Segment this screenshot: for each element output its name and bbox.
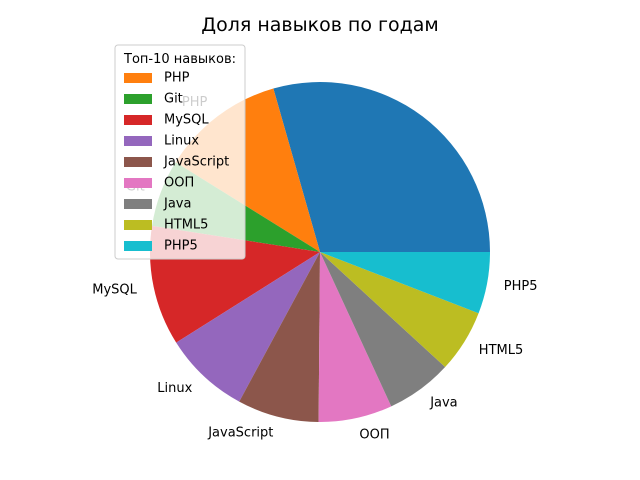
legend-swatch	[124, 220, 152, 230]
pie-slice	[318, 252, 392, 422]
slice-label: MySQL	[92, 282, 137, 297]
slice-label: PHP5	[504, 279, 538, 294]
chart-title: Доля навыков по годам	[201, 14, 439, 36]
legend-swatch	[124, 73, 152, 83]
legend-items: PHP Git MySQL Linux JavaScript ООП Java HTML5 PH…	[124, 71, 229, 254]
pie-slice	[320, 252, 490, 314]
pie-slice	[273, 82, 490, 252]
legend-label: ООП	[164, 176, 194, 191]
slice-label: Java	[429, 396, 457, 411]
legend: Топ-10 навыков: PHP Git MySQL Linux JavaScri…	[114, 44, 246, 260]
legend-swatch	[124, 178, 152, 188]
legend-label: PHP	[164, 71, 190, 86]
legend-label: Linux	[164, 134, 199, 149]
legend-swatch	[124, 94, 152, 104]
legend-label: Java	[163, 197, 191, 212]
legend-swatch	[124, 199, 152, 209]
slice-label: Linux	[157, 381, 192, 396]
slice-label: HTML5	[479, 343, 523, 358]
pie-slice	[320, 252, 479, 368]
pie-slice	[320, 252, 446, 407]
pie-slice	[176, 252, 320, 402]
slice-label: ООП	[359, 427, 389, 442]
legend-swatch	[124, 115, 152, 125]
legend-label: JavaScript	[163, 155, 229, 170]
legend-label: MySQL	[164, 113, 209, 128]
pie-slice	[239, 252, 320, 422]
legend-swatch	[124, 136, 152, 146]
slice-label: JavaScript	[207, 426, 273, 441]
legend-label: PHP5	[164, 239, 198, 254]
legend-swatch	[124, 241, 152, 251]
legend-swatch	[124, 157, 152, 167]
legend-label: HTML5	[164, 218, 208, 233]
legend-label: Git	[164, 92, 183, 107]
legend-title: Топ-10 навыков:	[123, 52, 236, 67]
